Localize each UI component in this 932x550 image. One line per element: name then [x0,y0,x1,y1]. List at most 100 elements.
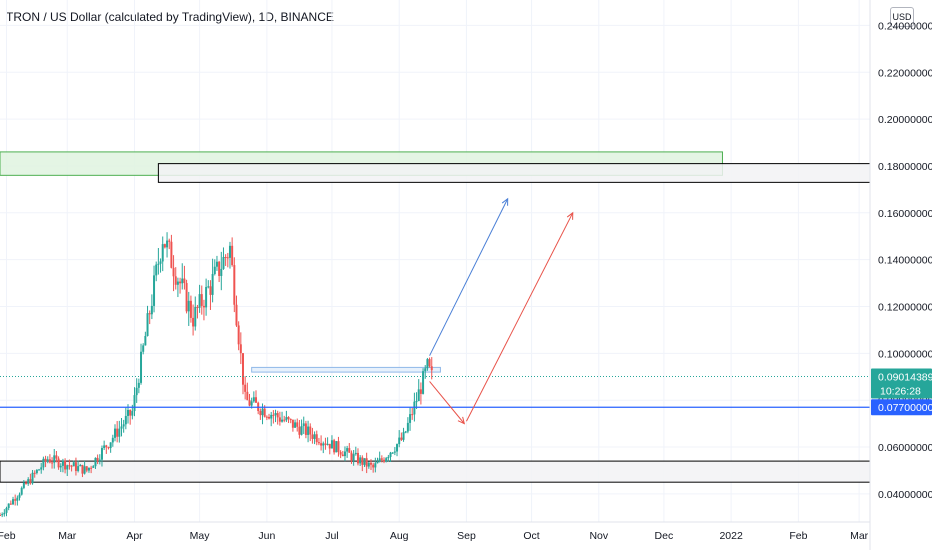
candle [350,450,353,464]
candle [259,408,262,420]
candle-body [72,462,75,467]
candle-body [66,465,69,470]
candle-body [376,461,379,464]
candle-body [113,428,116,438]
candle-body [44,458,47,462]
candle-body [31,472,34,484]
candle-body [380,458,383,460]
candle-body [170,241,173,268]
candle [70,464,73,472]
zone-rect [251,366,441,373]
candle-body [9,503,12,505]
candle [335,441,338,453]
candle-body [51,462,54,464]
candle [430,357,433,380]
candle-body [116,428,119,437]
candle-body [235,304,238,326]
price-axis[interactable]: 0.24000000 0.22000000 0.20000000 0.18000000… [869,0,932,550]
candle-body [343,451,346,457]
candle [400,432,403,442]
candle-body [311,434,314,439]
candle [239,332,242,365]
candle [380,455,383,463]
candle [311,427,314,444]
candle [74,457,77,476]
candle [372,462,375,473]
candle-body [354,452,357,455]
candle-body [55,455,58,459]
candle-body [272,414,275,416]
candle-body [213,266,216,275]
arrow [429,381,466,425]
candle-body [413,401,416,415]
candle [9,500,12,505]
candle-body [320,443,323,446]
candle-body [209,286,212,295]
candle [35,469,38,475]
candle-body [335,441,338,453]
candle-body [0,514,1,516]
candle [176,277,179,298]
candle-body [283,419,286,421]
candle [346,445,349,458]
candle-body [270,414,273,419]
candle [419,382,422,405]
candle [140,343,143,385]
candle-body [181,278,184,284]
candle [192,304,195,336]
candle [213,259,216,276]
candle-body [140,351,143,383]
candle [79,463,82,467]
zones-layer [0,151,871,483]
candle [16,495,19,506]
currency-button[interactable]: USD [890,7,914,27]
candle-body [302,423,305,427]
candle-body [215,261,218,267]
candle [22,480,25,490]
candle [111,434,114,447]
candle-body [294,422,297,428]
candle-body [324,443,327,445]
candle [59,463,62,473]
candle [29,473,32,485]
candle-body [211,274,214,295]
candle [252,391,255,403]
time-axis[interactable]: Feb Mar Apr May Jun Jul Aug Sep Oct Nov Dec 2022 Feb… [0,521,870,542]
time-tick-label: Oct [523,530,539,542]
candle-body [100,448,103,460]
candle-body [120,426,123,429]
candle-body [198,294,201,308]
candle [328,443,331,455]
candle-body [402,432,405,440]
candle [309,423,312,442]
candle-body [133,395,136,412]
candle-body [42,458,45,468]
candle [422,368,425,395]
candle [168,238,171,250]
candle [198,284,201,313]
candle [302,416,305,434]
candle [109,442,112,453]
candle-body [161,244,164,262]
candle [315,430,318,446]
candle-body [387,456,390,459]
candle-body [317,442,320,444]
candle-body [363,458,366,465]
candle-body [40,467,43,470]
candle-body [417,389,420,402]
candle-body [374,463,377,468]
candle-body [372,464,375,468]
candle-body [237,325,240,345]
candle [411,407,414,420]
candle [404,430,407,434]
candle-body [428,359,431,367]
candle-body [367,462,370,467]
candle-body [64,460,67,470]
candle-body [231,245,234,266]
candle-body [398,437,401,445]
candle [159,258,162,273]
candle [85,465,88,473]
candle-body [207,286,210,288]
